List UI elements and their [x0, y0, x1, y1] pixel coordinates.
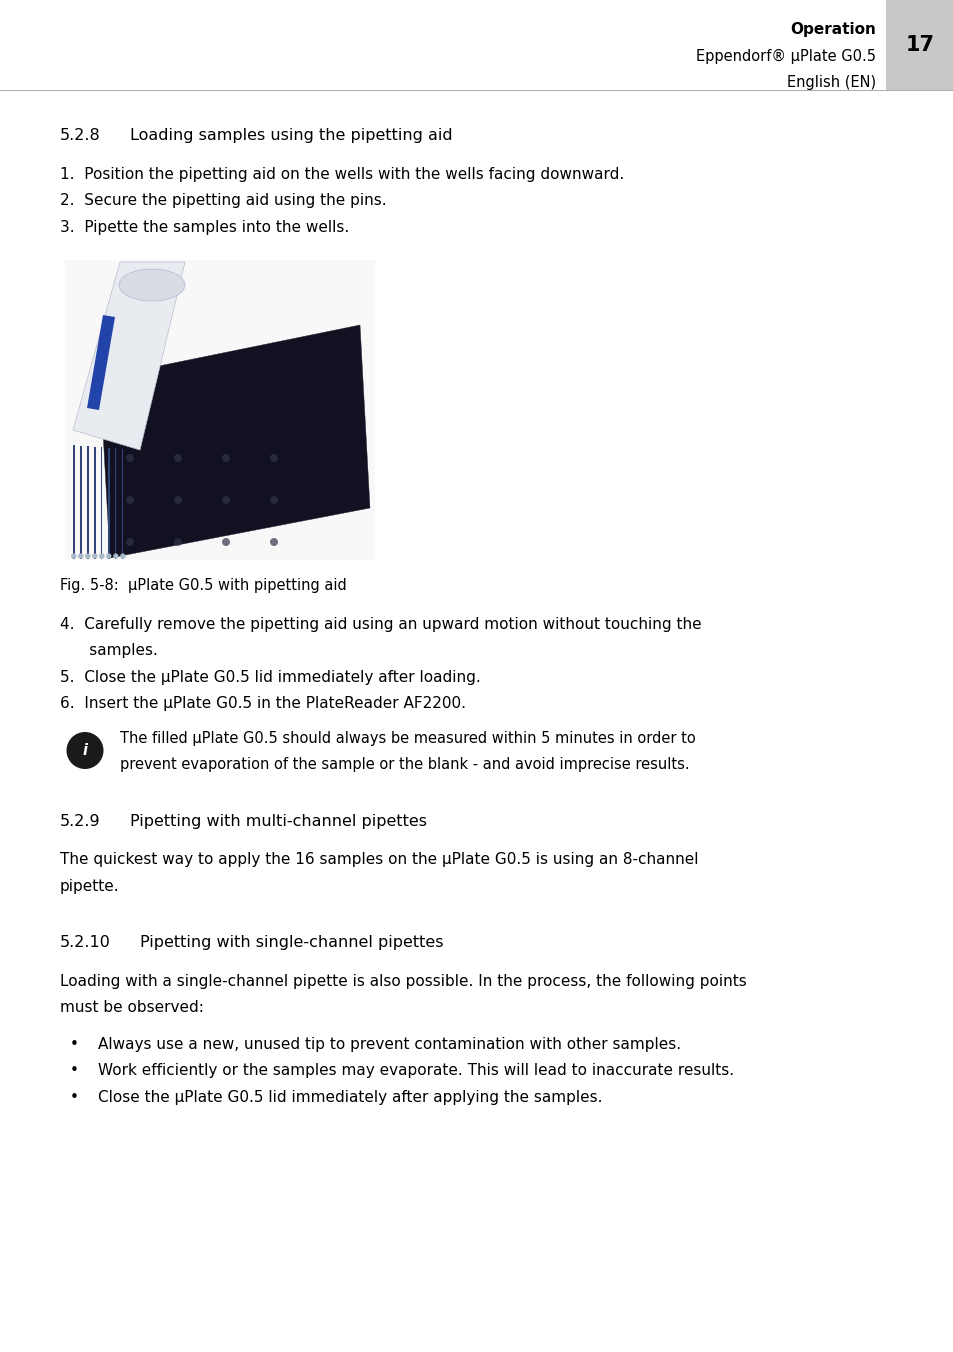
- Text: Operation: Operation: [789, 22, 875, 37]
- Polygon shape: [115, 448, 116, 558]
- Text: samples.: samples.: [60, 644, 157, 658]
- Polygon shape: [80, 446, 81, 558]
- Text: 5.  Close the μPlate G0.5 lid immediately after loading.: 5. Close the μPlate G0.5 lid immediately…: [60, 669, 480, 684]
- Text: Pipetting with single-channel pipettes: Pipetting with single-channel pipettes: [140, 936, 443, 950]
- Circle shape: [78, 553, 83, 558]
- Text: Work efficiently or the samples may evaporate. This will lead to inaccurate resu: Work efficiently or the samples may evap…: [98, 1063, 734, 1078]
- Text: Loading samples using the pipetting aid: Loading samples using the pipetting aid: [130, 128, 452, 143]
- Circle shape: [85, 553, 91, 558]
- Text: •: •: [70, 1090, 79, 1105]
- Polygon shape: [87, 315, 115, 410]
- Circle shape: [126, 496, 133, 504]
- Text: 5.2.8: 5.2.8: [60, 128, 101, 143]
- Text: The quickest way to apply the 16 samples on the μPlate G0.5 is using an 8-channe: The quickest way to apply the 16 samples…: [60, 852, 698, 867]
- FancyBboxPatch shape: [65, 260, 375, 560]
- Circle shape: [120, 553, 125, 558]
- Text: Close the μPlate G0.5 lid immediately after applying the samples.: Close the μPlate G0.5 lid immediately af…: [98, 1090, 602, 1105]
- Text: must be observed:: must be observed:: [60, 1000, 204, 1015]
- Text: Eppendorf® μPlate G0.5: Eppendorf® μPlate G0.5: [696, 49, 875, 64]
- Text: Loading with a single-channel pipette is also possible. In the process, the foll: Loading with a single-channel pipette is…: [60, 973, 746, 988]
- Text: 1.  Position the pipetting aid on the wells with the wells facing downward.: 1. Position the pipetting aid on the wel…: [60, 166, 623, 181]
- Circle shape: [106, 553, 112, 558]
- Text: pipette.: pipette.: [60, 879, 119, 894]
- Circle shape: [173, 496, 182, 504]
- Ellipse shape: [119, 269, 185, 301]
- Circle shape: [99, 553, 104, 558]
- Circle shape: [270, 538, 277, 546]
- Circle shape: [222, 496, 230, 504]
- Text: English (EN): English (EN): [786, 74, 875, 91]
- Circle shape: [92, 553, 97, 558]
- Text: The filled μPlate G0.5 should always be measured within 5 minutes in order to: The filled μPlate G0.5 should always be …: [120, 730, 695, 745]
- Text: prevent evaporation of the sample or the blank - and avoid imprecise results.: prevent evaporation of the sample or the…: [120, 757, 689, 772]
- Polygon shape: [94, 446, 95, 558]
- Text: 3.  Pipette the samples into the wells.: 3. Pipette the samples into the wells.: [60, 219, 349, 234]
- Polygon shape: [73, 262, 185, 450]
- Circle shape: [173, 454, 182, 462]
- Text: 2.  Secure the pipetting aid using the pins.: 2. Secure the pipetting aid using the pi…: [60, 193, 386, 208]
- Polygon shape: [73, 445, 74, 558]
- Circle shape: [71, 553, 76, 558]
- Circle shape: [222, 454, 230, 462]
- Text: •: •: [70, 1037, 79, 1052]
- Text: Fig. 5-8:: Fig. 5-8:: [60, 579, 118, 594]
- Text: 4.  Carefully remove the pipetting aid using an upward motion without touching t: 4. Carefully remove the pipetting aid us…: [60, 617, 700, 631]
- Polygon shape: [87, 446, 89, 558]
- Circle shape: [126, 538, 133, 546]
- Circle shape: [173, 538, 182, 546]
- Polygon shape: [122, 449, 123, 558]
- Circle shape: [126, 454, 133, 462]
- Circle shape: [270, 454, 277, 462]
- Text: 17: 17: [904, 35, 934, 55]
- Polygon shape: [101, 448, 102, 558]
- Text: 5.2.10: 5.2.10: [60, 936, 111, 950]
- Text: Always use a new, unused tip to prevent contamination with other samples.: Always use a new, unused tip to prevent …: [98, 1037, 680, 1052]
- Text: 5.2.9: 5.2.9: [60, 814, 100, 829]
- Circle shape: [270, 496, 277, 504]
- Polygon shape: [108, 448, 110, 558]
- Text: •: •: [70, 1063, 79, 1078]
- Circle shape: [113, 553, 118, 558]
- Text: Pipetting with multi-channel pipettes: Pipetting with multi-channel pipettes: [130, 814, 427, 829]
- FancyBboxPatch shape: [885, 0, 953, 91]
- Polygon shape: [100, 324, 370, 558]
- Text: i: i: [82, 744, 88, 758]
- Circle shape: [67, 731, 103, 769]
- Circle shape: [222, 538, 230, 546]
- Text: 6.  Insert the μPlate G0.5 in the PlateReader AF2200.: 6. Insert the μPlate G0.5 in the PlateRe…: [60, 696, 465, 711]
- Text: μPlate G0.5 with pipetting aid: μPlate G0.5 with pipetting aid: [128, 579, 346, 594]
